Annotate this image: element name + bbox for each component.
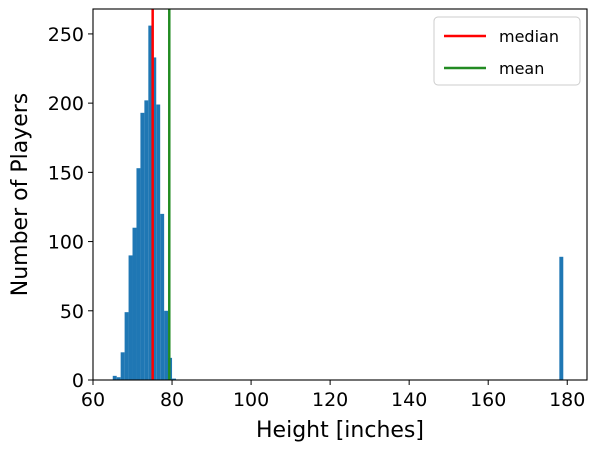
histogram-bar xyxy=(144,100,148,380)
y-tick-label: 250 xyxy=(48,24,84,46)
x-tick-label: 160 xyxy=(470,389,506,411)
histogram-bar xyxy=(140,113,144,380)
histogram-bar xyxy=(136,168,140,380)
histogram-bar xyxy=(133,228,137,380)
histogram-bar xyxy=(125,312,129,380)
y-tick-label: 0 xyxy=(72,370,84,392)
histogram-bar xyxy=(156,105,160,380)
legend: median mean xyxy=(434,17,580,85)
histogram-bar xyxy=(129,255,133,380)
x-tick-label: 120 xyxy=(312,389,348,411)
x-axis-title: Height [inches] xyxy=(256,418,424,443)
x-tick-label: 80 xyxy=(160,389,184,411)
histogram-bar xyxy=(113,376,117,380)
x-axis: 60 80 100 120 140 160 180 xyxy=(81,380,585,411)
legend-label: mean xyxy=(499,59,544,78)
y-tick-label: 150 xyxy=(48,162,84,184)
y-tick-label: 50 xyxy=(60,301,84,323)
x-tick-label: 140 xyxy=(391,389,427,411)
histogram-bar xyxy=(160,214,164,380)
y-tick-label: 200 xyxy=(48,93,84,115)
y-tick-label: 100 xyxy=(48,232,84,254)
histogram-bar xyxy=(164,311,168,380)
histogram-bar xyxy=(121,352,125,380)
x-tick-label: 180 xyxy=(549,389,585,411)
legend-label: median xyxy=(499,27,559,46)
histogram-bar xyxy=(559,257,563,380)
x-tick-label: 60 xyxy=(81,389,105,411)
x-tick-label: 100 xyxy=(233,389,269,411)
y-axis-title: Number of Players xyxy=(8,93,33,297)
y-axis: 0 50 100 150 200 250 xyxy=(48,24,93,392)
